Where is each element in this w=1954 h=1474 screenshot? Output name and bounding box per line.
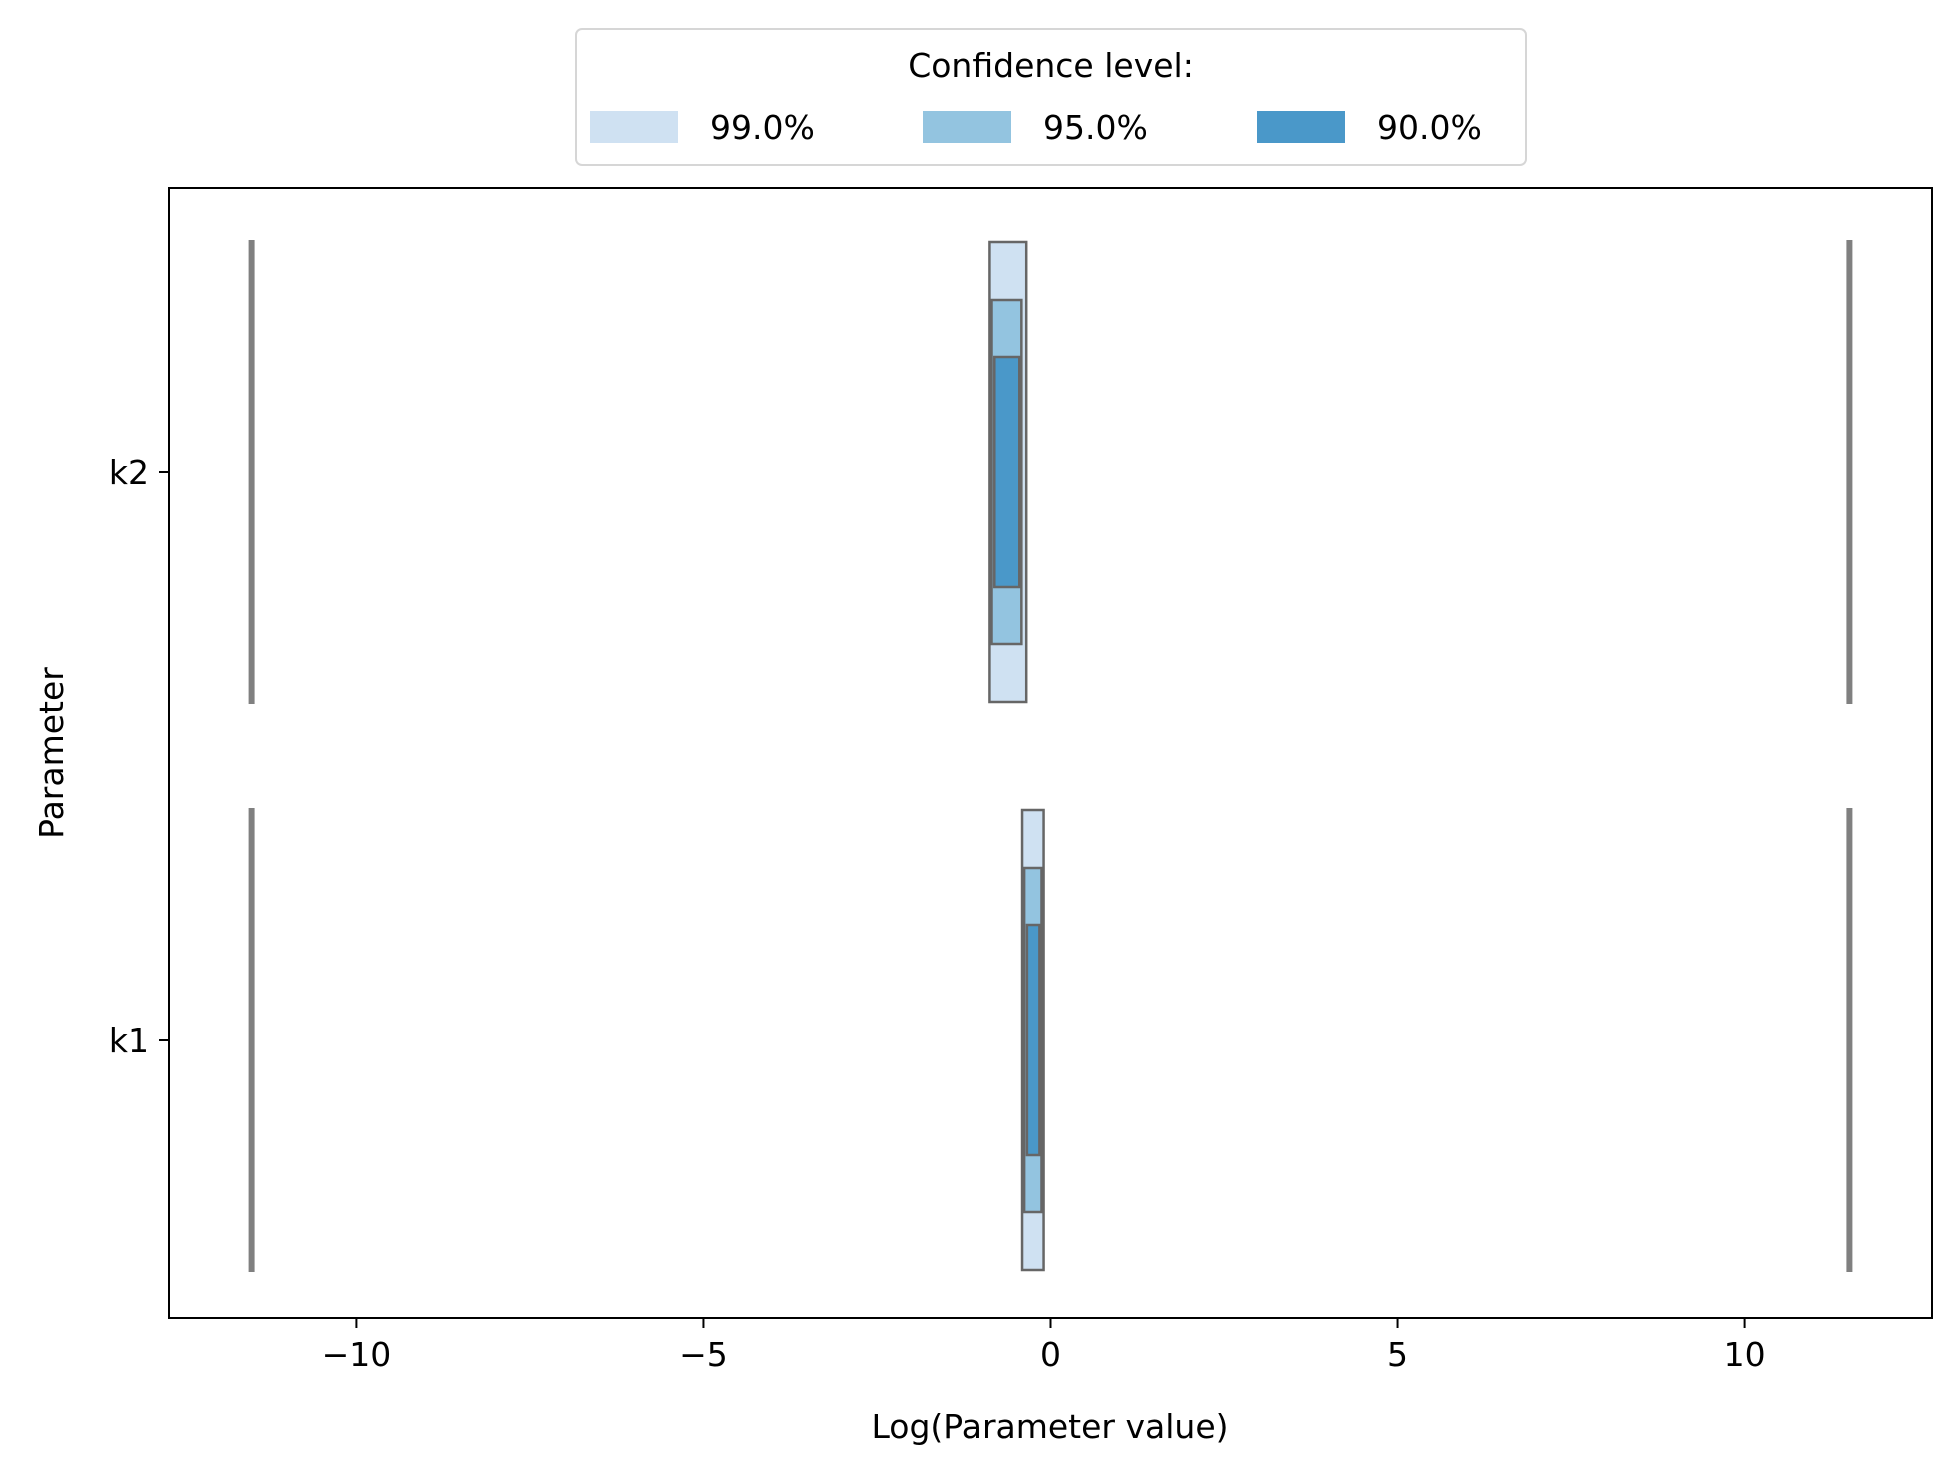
legend-swatch [1257, 111, 1345, 143]
y-tick-label: k2 [109, 453, 149, 492]
ci-box-k2-90.0pct [993, 355, 1021, 589]
x-axis: −10 −5 0 5 10 [322, 1318, 1766, 1374]
y-tick-label: k1 [109, 1021, 149, 1060]
plot-frame [168, 187, 1933, 1319]
legend-label: 99.0% [710, 108, 815, 147]
legend-title: Confidence level: [908, 46, 1194, 85]
y-axis: k2 k1 [109, 453, 169, 1060]
legend-label: 95.0% [1043, 108, 1148, 147]
ci-box-k1-90.0pct [1025, 923, 1041, 1157]
legend-swatch [590, 111, 678, 143]
x-tick-label: 5 [1387, 1335, 1408, 1374]
x-tick-label: −5 [679, 1335, 728, 1374]
y-axis-title: Parameter [32, 667, 71, 839]
legend: Confidence level: 99.0% 95.0% 90.0% [575, 28, 1527, 166]
x-tick-label: 0 [1040, 1335, 1061, 1374]
x-axis-title: Log(Parameter value) [871, 1407, 1228, 1446]
marks-layer [248, 240, 1853, 1272]
legend-swatch [923, 111, 1011, 143]
x-tick-label: −10 [322, 1335, 392, 1374]
legend-entries: 99.0% 95.0% 90.0% [590, 108, 1482, 147]
legend-label: 90.0% [1377, 108, 1482, 147]
x-tick-label: 10 [1724, 1335, 1766, 1374]
